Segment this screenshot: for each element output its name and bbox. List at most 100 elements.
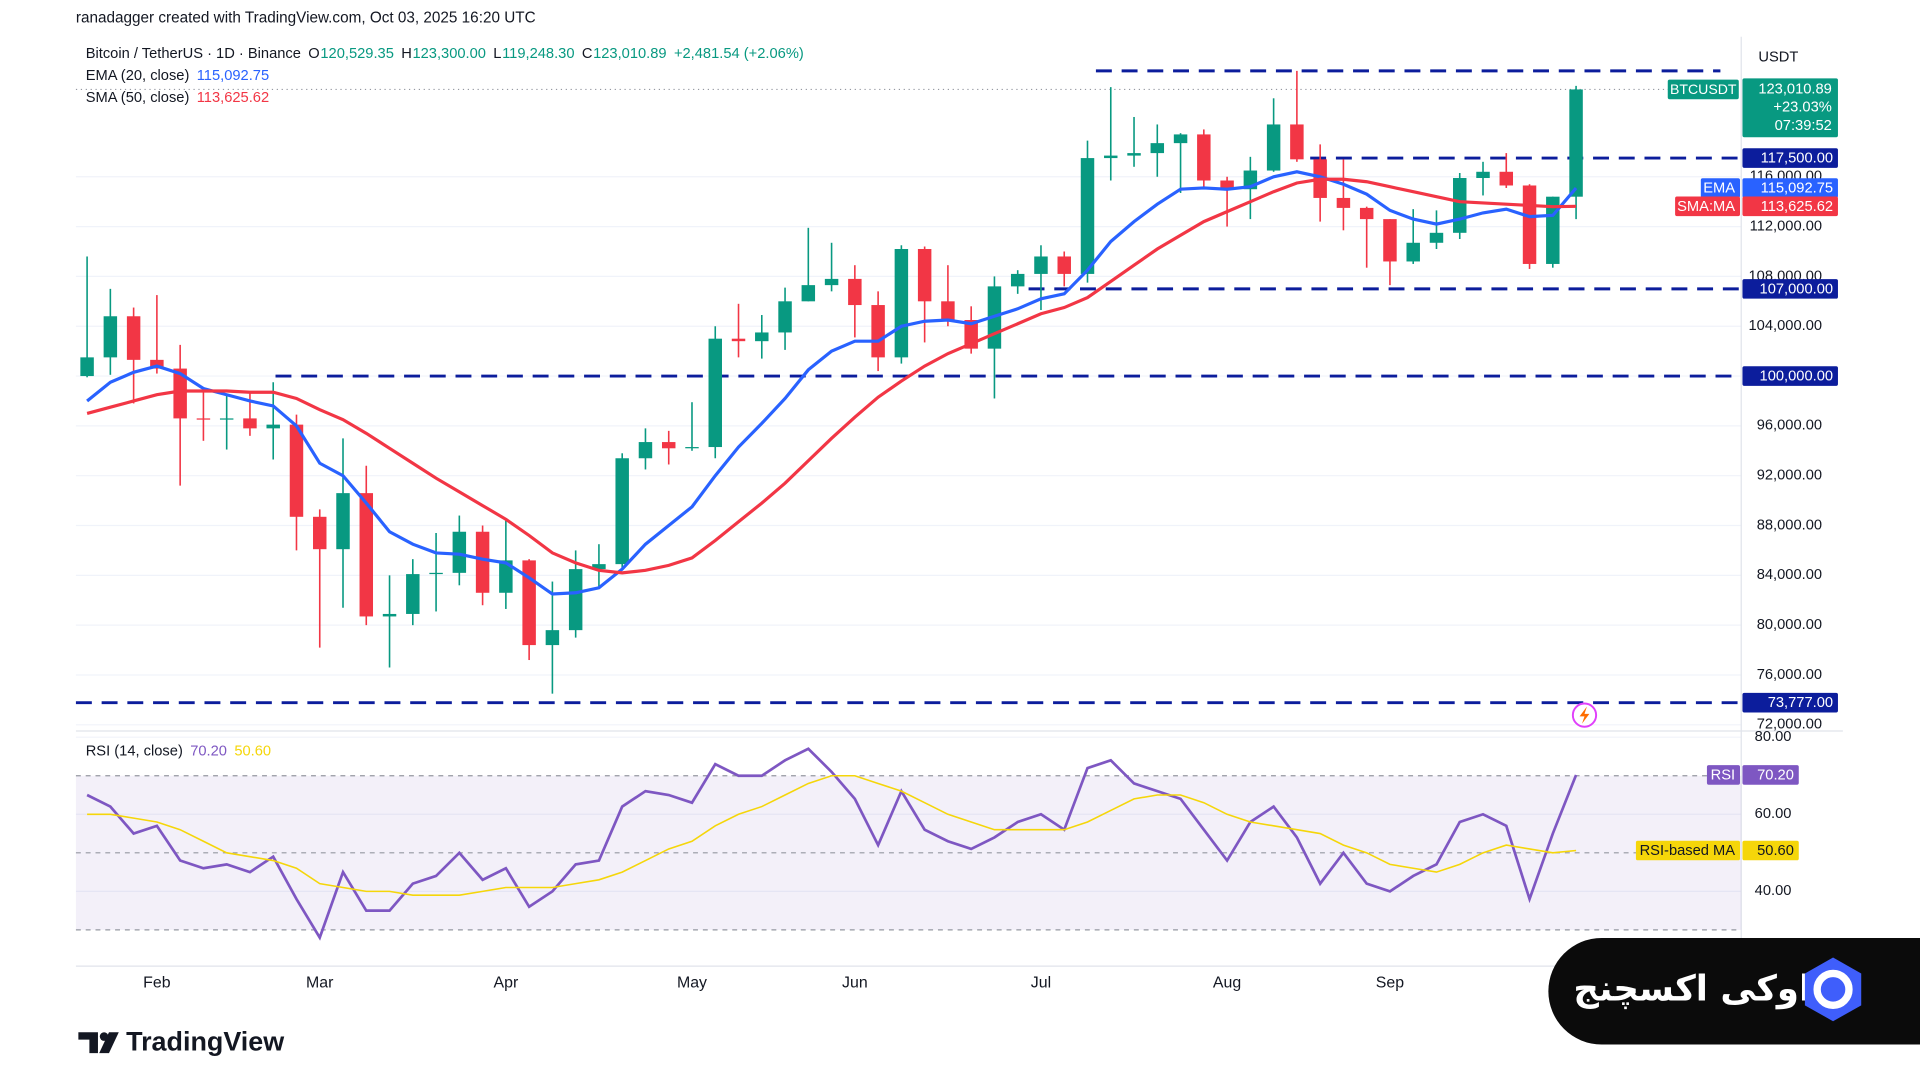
x-tick-label: Aug <box>1213 974 1241 991</box>
legend-value: 120,529.35 <box>320 46 394 62</box>
x-tick-label: Mar <box>306 974 334 991</box>
y-tick-label: 72,000.00 <box>1757 717 1822 733</box>
attribution: ranadagger created with TradingView.com,… <box>76 9 536 26</box>
rsi-badge-bg <box>1706 765 1740 785</box>
candle-body <box>638 442 653 459</box>
level-label-bg <box>1742 692 1838 713</box>
last-price: 123,010.89 <box>1758 81 1832 97</box>
candle-body <box>313 516 327 550</box>
legend-value: 123,300.00 <box>412 46 486 62</box>
candle-body <box>685 447 699 449</box>
candle-body <box>1173 134 1188 144</box>
rsi-line <box>86 747 1578 941</box>
tradingview-logo: TradingView <box>78 1026 284 1056</box>
legend-name: RSI (14, close) <box>86 744 183 760</box>
plot-layer: 72,000.00 76,000.00 80,000.00 84,000.00 88,0… <box>75 46 1838 991</box>
candle-body <box>406 574 420 614</box>
rsi-value: 70.20 <box>1757 767 1794 783</box>
legend-name: SMA (50, close) <box>86 90 190 106</box>
candle-body <box>196 418 211 420</box>
y-tick-label: 96,000.00 <box>1757 418 1822 434</box>
candle-body <box>917 249 932 302</box>
rsi-badge: RSI <box>1711 767 1735 783</box>
brand-name: اوکی اکسچنج <box>1573 969 1811 1010</box>
candle-body <box>1057 256 1071 274</box>
candle-body <box>1150 143 1165 154</box>
candle-body <box>778 301 792 333</box>
candle-body <box>708 338 722 448</box>
level-label: 117,500.00 <box>1761 151 1833 167</box>
legend-name: EMA (20, close) <box>86 68 190 84</box>
last-price-bg <box>1742 78 1838 138</box>
candle-body <box>1197 134 1211 181</box>
level-label: 73,777.00 <box>1768 695 1833 711</box>
level-label-bg <box>1742 366 1838 386</box>
candle-body <box>1336 197 1351 208</box>
candle-body <box>871 305 885 358</box>
candle-body <box>289 424 304 517</box>
level-label: 100,000.00 <box>1760 369 1834 385</box>
legend-key: H <box>401 46 412 62</box>
brand-logo <box>1804 957 1862 1022</box>
candle-body <box>1429 232 1444 243</box>
candle-body <box>661 442 676 449</box>
y-tick-label: 80,000.00 <box>1757 617 1822 633</box>
level-label-bg <box>1742 148 1838 168</box>
legend-key: O <box>308 46 319 62</box>
rsi-badge: RSI-based MA <box>1640 843 1736 859</box>
rsi-badge-bg <box>1635 840 1740 861</box>
alert-icon <box>1571 702 1598 728</box>
x-tick-label: Apr <box>493 974 518 991</box>
y-tick-label: 40.00 <box>1755 883 1792 899</box>
candle-body <box>266 424 280 429</box>
currency-label: USDT <box>1758 49 1798 65</box>
legend-title: Bitcoin / TetherUS · 1D · Binance <box>86 46 301 62</box>
candle-body <box>103 316 118 358</box>
candle-body <box>824 278 839 286</box>
candle-body <box>1266 124 1281 171</box>
candle-body <box>382 613 397 617</box>
rsi-line <box>87 774 1577 897</box>
symbol-badge: BTCUSDT <box>1670 81 1737 97</box>
last-change: +23.03% <box>1773 100 1831 116</box>
candle-body <box>173 368 187 419</box>
overlay-badge-bg <box>1700 178 1740 198</box>
candle-body <box>475 531 490 593</box>
y-tick-label: 88,000.00 <box>1757 517 1822 533</box>
x-tick-label: Jul <box>1031 974 1051 991</box>
candle-body <box>941 301 955 321</box>
y-tick-label: 112,000.00 <box>1750 218 1822 234</box>
candle-body <box>1010 273 1025 287</box>
overlay-value-bg <box>1742 178 1838 198</box>
candle-body <box>1383 219 1397 262</box>
candle-body <box>1220 180 1234 190</box>
rsi-value-bg <box>1742 840 1799 861</box>
candle-body <box>1034 256 1048 274</box>
x-tick-label: Feb <box>143 974 171 991</box>
candle-body <box>1127 153 1141 156</box>
overlay-value: 113,625.62 <box>1761 199 1833 215</box>
logo-mark <box>78 1032 98 1054</box>
x-tick-label: Sep <box>1376 974 1404 991</box>
overlay-value-bg <box>1742 196 1838 217</box>
candle-body <box>1476 171 1490 179</box>
x-tick-label: May <box>677 974 707 991</box>
overlay-badge: SMA:MA <box>1677 199 1735 215</box>
candle-body <box>452 531 467 573</box>
y-tick-label: 104,000.00 <box>1749 318 1823 334</box>
overlay-value: 115,092.75 <box>1761 181 1833 197</box>
y-tick-label: 92,000.00 <box>1757 468 1822 484</box>
rsi-value-bg <box>1742 765 1799 785</box>
legend-value: 115,092.75 <box>197 68 269 84</box>
y-tick-label: 84,000.00 <box>1757 567 1822 583</box>
candle-body <box>336 493 350 550</box>
candle-body <box>1359 207 1374 220</box>
level-label: 107,000.00 <box>1760 281 1834 297</box>
y-tick-label: 60.00 <box>1755 806 1792 822</box>
candle-body <box>755 332 769 342</box>
candle-body <box>731 338 746 342</box>
candle-body <box>1290 124 1304 160</box>
candle-body <box>1406 242 1420 262</box>
